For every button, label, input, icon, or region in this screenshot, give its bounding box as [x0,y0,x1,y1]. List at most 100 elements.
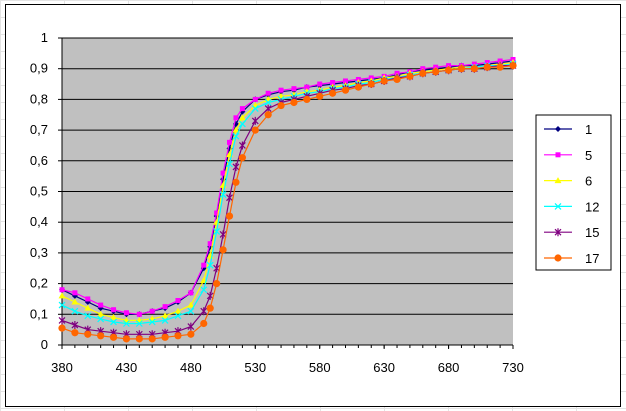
legend-item-5[interactable]: 5 [544,148,592,163]
data-point-6 [174,307,182,314]
data-point-6 [161,312,169,319]
data-point-12 [187,307,195,315]
data-point-15 [232,162,240,171]
data-point-17 [122,335,131,343]
x-tick-label: 580 [309,360,331,375]
data-point-5 [233,115,239,121]
data-point-5 [265,90,271,96]
data-point-17 [174,332,182,340]
gridlines [62,37,513,315]
legend-box [535,114,612,271]
legend-label: 1 [585,122,592,137]
data-point-5 [291,86,297,92]
data-point-17 [84,330,92,338]
x-tick-label: 630 [373,360,395,375]
axes [58,37,514,349]
y-tick-label: 1 [41,30,48,45]
data-point-17 [213,280,221,288]
data-point-5 [239,106,245,112]
data-point-15 [58,316,66,325]
data-point-12 [71,307,79,315]
x-tick-label: 380 [51,360,73,375]
legend-item-1[interactable]: 1 [544,122,592,137]
data-point-5 [207,241,213,247]
legend-item-15[interactable]: 15 [544,225,599,240]
data-point-5 [59,287,65,293]
data-point-17 [277,101,285,110]
legend-marker [554,254,562,262]
data-point-5 [201,262,207,268]
data-point-12 [251,105,259,113]
data-point-17 [496,63,504,71]
data-point-5 [85,296,91,302]
legend-marker [554,202,562,210]
data-point-12 [226,160,233,168]
data-point-15 [187,322,195,331]
data-point-12 [148,318,156,326]
legend-item-17[interactable]: 17 [544,251,599,266]
data-point-17 [200,319,208,328]
data-point-12 [58,301,66,309]
y-tick-label: 0,6 [30,153,48,168]
data-point-17 [187,330,195,338]
series-group [58,56,517,343]
data-point-17 [206,304,214,312]
data-point-5 [214,210,220,216]
data-point-5 [162,304,168,310]
data-point-17 [232,178,240,186]
data-point-5 [149,308,155,314]
legend-marker [555,126,561,132]
data-point-5 [175,297,181,303]
data-point-12 [97,315,105,323]
x-tick-label: 730 [502,360,524,375]
data-point-6 [84,304,92,311]
data-point-5 [252,96,258,102]
data-point-12 [123,320,130,327]
data-point-17 [367,80,375,88]
data-point-5 [98,302,104,308]
y-tick-label: 0,7 [30,122,48,137]
legend-label: 17 [585,251,599,266]
data-point-5 [72,290,78,296]
data-point-5 [317,81,323,87]
legend-marker [555,152,561,158]
data-point-5 [227,139,233,145]
data-point-12 [219,191,227,198]
data-point-12 [213,227,221,235]
data-point-17 [316,92,324,100]
data-point-6 [232,126,240,133]
y-tick-label: 0,3 [30,245,48,260]
series-17 [58,62,517,343]
data-point-17 [238,154,246,162]
legend-marker [554,177,562,184]
legend-label: 6 [585,174,592,189]
data-point-5 [111,307,117,313]
data-point-17 [444,66,453,74]
legend-label: 5 [585,148,592,163]
data-point-6 [97,310,105,317]
data-point-12 [238,120,246,128]
data-point-6 [110,313,118,320]
data-point-17 [58,324,66,332]
data-point-17 [329,89,337,97]
data-point-17 [264,111,272,119]
x-tick-label: 480 [180,360,202,375]
legend-item-12[interactable]: 12 [544,199,599,214]
data-point-6 [58,292,66,299]
legend-label: 15 [585,225,599,240]
legend-marker [554,228,562,237]
data-point-17 [406,72,414,80]
data-point-5 [188,290,194,296]
data-point-12 [232,132,240,140]
x-tick-label: 430 [116,360,138,375]
data-point-5 [123,310,129,316]
data-point-15 [200,307,208,316]
data-point-12 [206,261,214,269]
legend-label: 12 [585,199,599,214]
legend-item-6[interactable]: 6 [544,174,592,189]
data-point-17 [457,65,466,73]
y-tick-labels: 0 0,1 0,2 0,3 0,4 0,5 0,6 0,7 0,8 0,9 1 [30,30,48,352]
data-point-17 [109,333,118,341]
data-point-12 [200,286,208,294]
